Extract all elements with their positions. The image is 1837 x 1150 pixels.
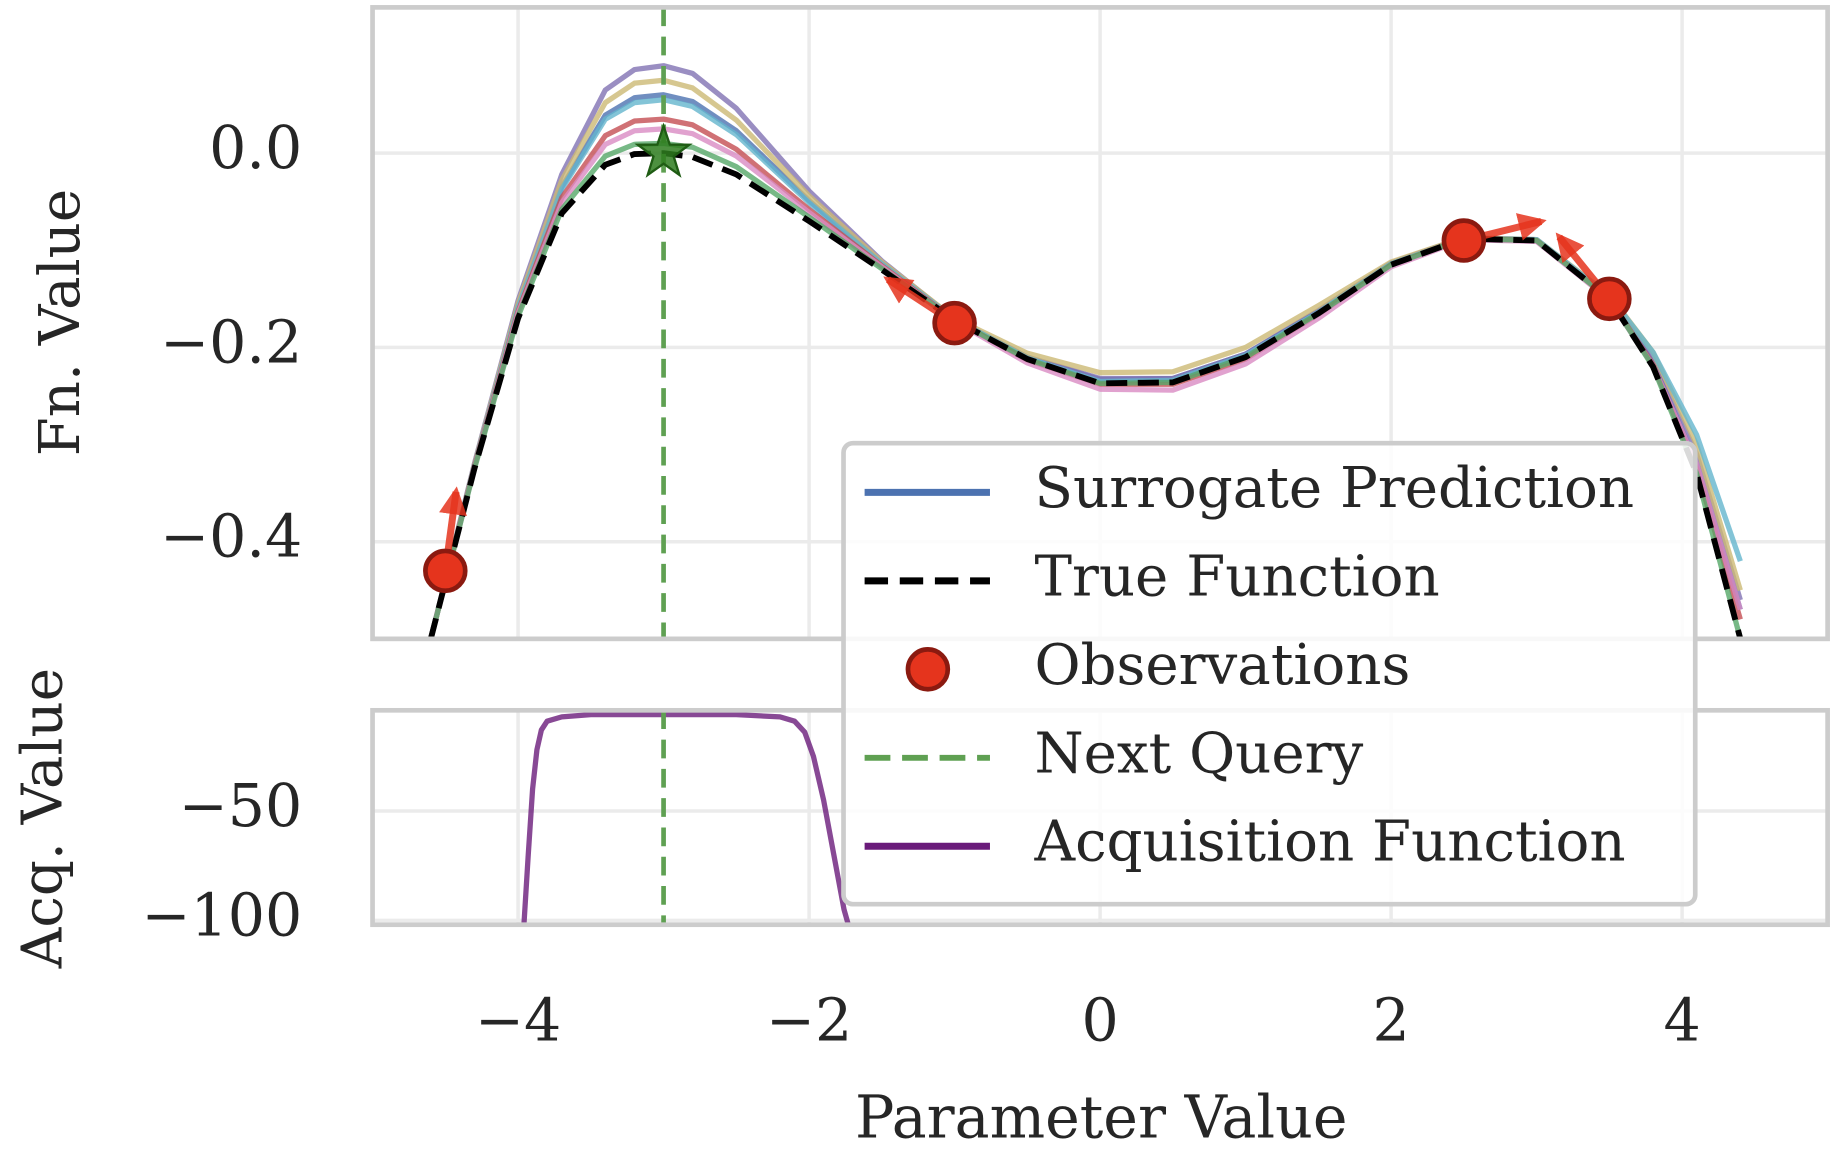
legend-box — [841, 440, 1698, 907]
x-tick-label: −4 — [475, 986, 561, 1054]
series-group — [427, 63, 1744, 639]
x-tick-label: 2 — [1372, 986, 1409, 1054]
series-line — [521, 712, 851, 925]
legend-label: Acquisition Function — [1033, 810, 1625, 875]
series-group — [521, 712, 851, 925]
x-axis-label: Parameter Value — [855, 1084, 1348, 1150]
x-tick-label: −2 — [766, 986, 852, 1054]
observation-point — [1587, 276, 1632, 322]
observation-point — [423, 548, 468, 594]
legend: Surrogate Prediction True Function Observa… — [841, 440, 1698, 907]
legend-label: Surrogate Prediction — [1034, 456, 1634, 521]
x-tick-label: 4 — [1663, 986, 1700, 1054]
legend-label: True Function — [1034, 544, 1439, 609]
observation-point — [932, 300, 977, 346]
legend-label: Next Query — [1034, 721, 1363, 786]
true-function-line — [427, 150, 1744, 639]
x-tick-label: 0 — [1081, 986, 1118, 1054]
y-axis-label: Fn. Value — [28, 189, 93, 456]
y-axis-label: Acq. Value — [10, 668, 75, 969]
observation-point — [1441, 218, 1487, 263]
y-tick-label: 0.0 — [209, 114, 302, 182]
legend-label: Observations — [1034, 633, 1410, 698]
next-query-star — [634, 122, 693, 178]
y-tick-label: −0.4 — [160, 503, 302, 571]
y-tick-label: −50 — [179, 772, 303, 840]
y-tick-label: −0.2 — [160, 308, 302, 376]
y-tick-label: −100 — [141, 881, 302, 949]
legend-marker — [905, 647, 951, 692]
